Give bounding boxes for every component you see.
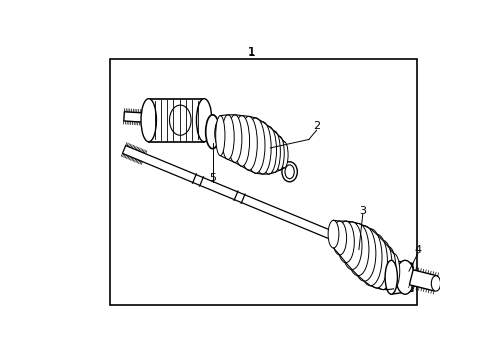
Polygon shape — [149, 99, 204, 142]
Ellipse shape — [234, 116, 249, 166]
Text: 1: 1 — [247, 46, 255, 59]
Text: 4: 4 — [415, 244, 422, 255]
Polygon shape — [410, 270, 438, 291]
Ellipse shape — [373, 240, 392, 289]
Ellipse shape — [261, 126, 276, 174]
Ellipse shape — [254, 122, 271, 174]
Ellipse shape — [381, 247, 396, 289]
Polygon shape — [392, 260, 413, 294]
Ellipse shape — [285, 165, 294, 179]
Ellipse shape — [246, 118, 265, 173]
Ellipse shape — [388, 253, 400, 289]
Ellipse shape — [385, 260, 397, 294]
Ellipse shape — [268, 131, 280, 172]
Ellipse shape — [241, 116, 257, 170]
Ellipse shape — [431, 276, 441, 291]
Ellipse shape — [328, 220, 339, 248]
Ellipse shape — [222, 115, 234, 159]
Bar — [110, 59, 416, 305]
Ellipse shape — [333, 221, 346, 255]
Ellipse shape — [206, 115, 220, 149]
Ellipse shape — [359, 229, 382, 286]
Ellipse shape — [353, 226, 376, 281]
Text: 2: 2 — [313, 121, 320, 131]
Ellipse shape — [228, 115, 242, 163]
Ellipse shape — [366, 234, 388, 288]
Text: 1: 1 — [247, 48, 255, 58]
Ellipse shape — [396, 260, 415, 294]
Ellipse shape — [215, 120, 226, 147]
Polygon shape — [122, 145, 357, 249]
Ellipse shape — [347, 223, 369, 276]
Text: 5: 5 — [209, 173, 216, 183]
Ellipse shape — [216, 116, 225, 156]
Ellipse shape — [196, 99, 212, 142]
Text: 3: 3 — [359, 206, 367, 216]
Ellipse shape — [342, 222, 362, 270]
Ellipse shape — [337, 221, 354, 263]
Ellipse shape — [280, 142, 288, 168]
Ellipse shape — [275, 136, 284, 170]
Ellipse shape — [141, 99, 156, 142]
Polygon shape — [124, 112, 149, 122]
